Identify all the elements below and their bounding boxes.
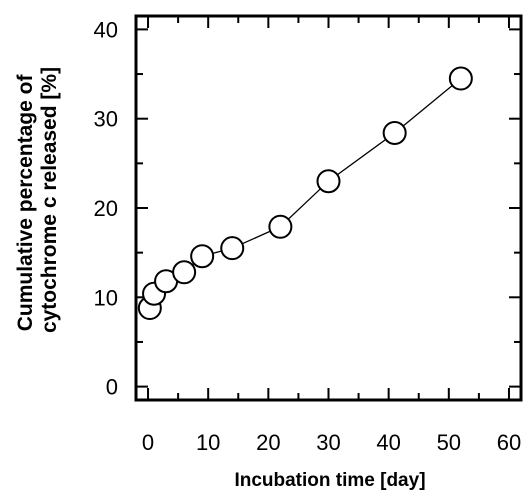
- x-tick-label: 60: [497, 430, 521, 455]
- data-point: [382, 120, 407, 145]
- data-point: [220, 236, 245, 261]
- data-point: [190, 244, 215, 269]
- data-point: [172, 260, 197, 285]
- x-tick-label: 30: [316, 430, 340, 455]
- tick-labels: 0 10 20 30 40 50 60 0 10 20 30 40: [94, 17, 522, 455]
- y-axis-label: Cumulative percentage of cytochrome c re…: [14, 67, 61, 333]
- x-tick-label: 10: [196, 430, 220, 455]
- series-line: [149, 78, 462, 309]
- x-tick-label: 40: [376, 430, 400, 455]
- y-axis-label-line-2: cytochrome c released [%]: [38, 67, 61, 333]
- x-axis-label: Incubation time [day]: [234, 470, 425, 491]
- data-point: [268, 214, 293, 239]
- y-tick-label: 40: [94, 17, 118, 42]
- data-series: [137, 66, 473, 321]
- y-tick-label: 20: [94, 196, 118, 221]
- x-tick-label: 20: [256, 430, 280, 455]
- data-point: [448, 66, 473, 91]
- y-axis-label-line-1: Cumulative percentage of: [14, 74, 37, 332]
- ticks: [136, 16, 521, 400]
- y-tick-label: 0: [106, 375, 118, 400]
- y-tick-label: 10: [94, 285, 118, 310]
- y-tick-label: 30: [94, 107, 118, 132]
- data-point: [316, 169, 341, 194]
- x-tick-label: 0: [142, 430, 154, 455]
- x-tick-label: 50: [437, 430, 461, 455]
